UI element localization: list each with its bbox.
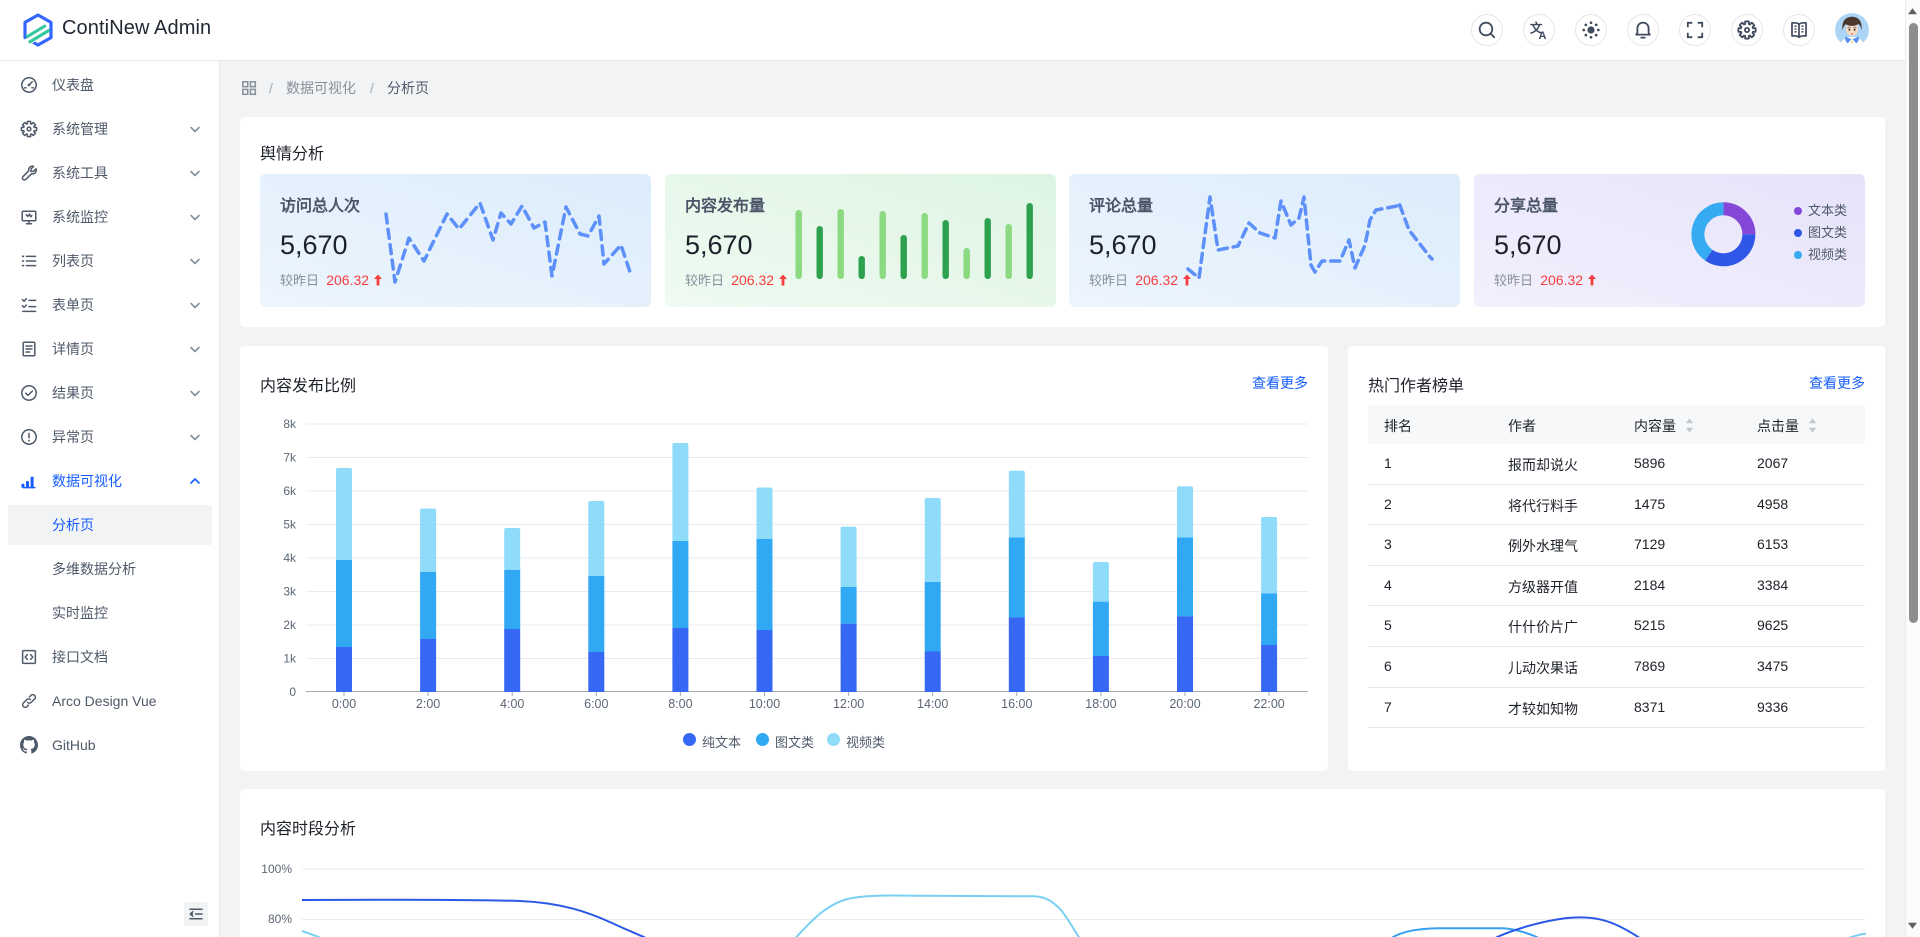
svg-text:4:00: 4:00 bbox=[500, 697, 524, 711]
svg-text:A: A bbox=[1539, 30, 1547, 40]
svg-text:6k: 6k bbox=[283, 484, 297, 498]
svg-text:80%: 80% bbox=[268, 912, 292, 926]
svg-text:8k: 8k bbox=[283, 417, 297, 431]
svg-text:1k: 1k bbox=[283, 652, 297, 666]
svg-text:20:00: 20:00 bbox=[1169, 697, 1200, 711]
svg-text:18:00: 18:00 bbox=[1085, 697, 1116, 711]
svg-text:5k: 5k bbox=[283, 518, 297, 532]
svg-text:8:00: 8:00 bbox=[668, 697, 692, 711]
svg-text:0:00: 0:00 bbox=[332, 697, 356, 711]
svg-text:6:00: 6:00 bbox=[584, 697, 608, 711]
svg-text:7k: 7k bbox=[283, 451, 297, 465]
svg-text:文: 文 bbox=[1530, 21, 1543, 36]
svg-text:4k: 4k bbox=[283, 551, 297, 565]
svg-text:16:00: 16:00 bbox=[1001, 697, 1032, 711]
svg-text:0: 0 bbox=[289, 685, 296, 699]
svg-text:22:00: 22:00 bbox=[1253, 697, 1284, 711]
svg-text:2k: 2k bbox=[283, 618, 297, 632]
svg-text:2:00: 2:00 bbox=[416, 697, 440, 711]
svg-text:12:00: 12:00 bbox=[833, 697, 864, 711]
svg-text:14:00: 14:00 bbox=[917, 697, 948, 711]
svg-text:10:00: 10:00 bbox=[749, 697, 780, 711]
svg-text:100%: 100% bbox=[261, 862, 292, 876]
svg-text:3k: 3k bbox=[283, 585, 297, 599]
